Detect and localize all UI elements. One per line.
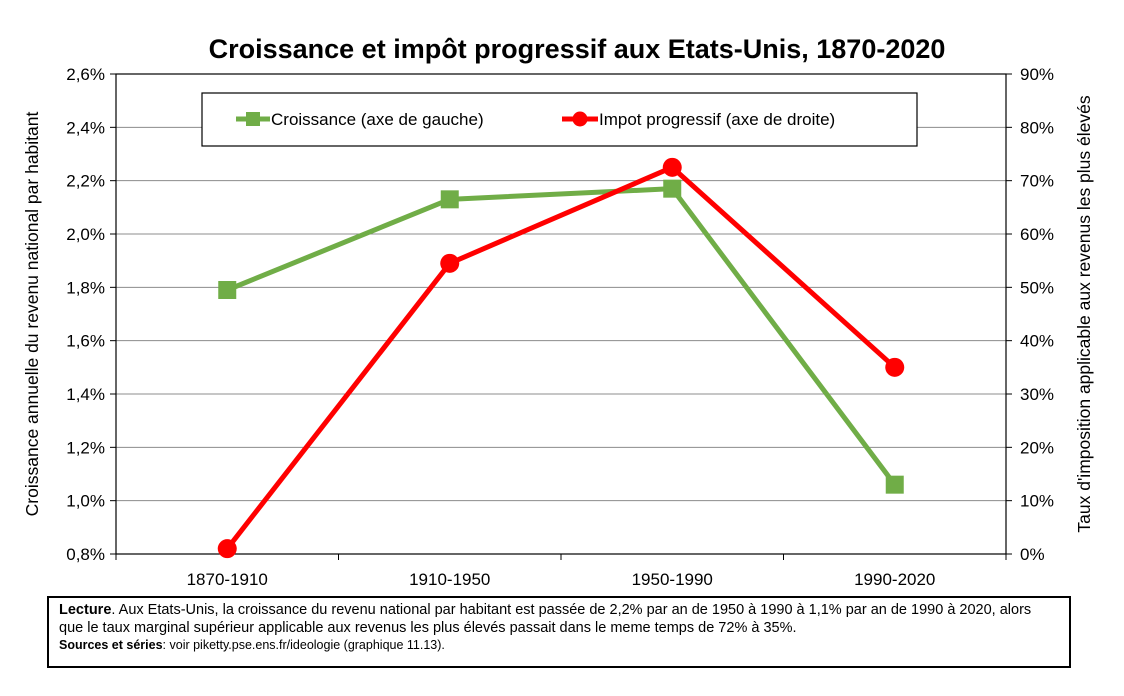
reading-note: Lecture. Aux Etats-Unis, la croissance d… <box>47 596 1071 668</box>
left-tick-label: 1,0% <box>66 492 105 511</box>
data-point-square <box>663 179 682 198</box>
x-tick-label: 1950-1990 <box>632 570 713 589</box>
x-axis: 1870-1910 1910-1950 1950-1990 1990-2020 <box>115 554 1007 589</box>
left-tick-label: 2,2% <box>66 172 105 191</box>
x-tick-label: 1910-1950 <box>409 570 490 589</box>
left-tick-label: 2,0% <box>66 225 105 244</box>
right-tick-label: 40% <box>1020 332 1054 351</box>
left-tick-label: 2,4% <box>66 118 105 137</box>
data-point-square <box>885 475 904 494</box>
left-tick-label: 1,6% <box>66 332 105 351</box>
left-tick-label: 0,8% <box>66 545 105 564</box>
left-tick-label: 1,2% <box>66 438 105 457</box>
right-axis: 0% 10% 20% 30% 40% 50% 60% 70% 80% 90% <box>1006 65 1054 564</box>
left-tick-label: 2,6% <box>66 65 105 84</box>
right-tick-label: 30% <box>1020 385 1054 404</box>
legend: Croissance (axe de gauche) Impot progres… <box>201 92 918 147</box>
x-tick-label: 1990-2020 <box>854 570 935 589</box>
right-tick-label: 0% <box>1020 545 1045 564</box>
right-tick-label: 80% <box>1020 118 1054 137</box>
legend-box <box>201 92 918 147</box>
right-tick-label: 60% <box>1020 225 1054 244</box>
legend-marker-impot <box>572 111 588 127</box>
legend-marker-croissance <box>246 112 260 126</box>
right-tick-label: 10% <box>1020 492 1054 511</box>
series-line-1 <box>225 164 897 551</box>
right-tick-label: 70% <box>1020 172 1054 191</box>
source-label: Sources et séries <box>59 638 163 652</box>
left-tick-label: 1,4% <box>66 385 105 404</box>
left-tick-label: 1,8% <box>66 278 105 297</box>
right-axis-label: Taux d'imposition applicable aux revenus… <box>1074 95 1094 532</box>
chart: Croissance et impôt progressif aux Etats… <box>22 34 1094 589</box>
reading-label: Lecture <box>59 602 112 618</box>
right-tick-label: 20% <box>1020 438 1054 457</box>
legend-label-impot: Impot progressif (axe de droite) <box>599 110 835 129</box>
right-tick-label: 90% <box>1020 65 1054 84</box>
data-point-square <box>440 190 459 209</box>
right-tick-label: 50% <box>1020 278 1054 297</box>
left-axis-label: Croissance annuelle du revenu national p… <box>22 112 42 517</box>
reading-note-text: Lecture. Aux Etats-Unis, la croissance d… <box>59 601 1059 637</box>
data-point-circle <box>662 157 682 177</box>
source-line: Sources et séries: voir piketty.pse.ens.… <box>59 637 1059 654</box>
legend-label-croissance: Croissance (axe de gauche) <box>271 110 484 129</box>
source-text: : voir piketty.pse.ens.fr/ideologie (gra… <box>162 638 445 652</box>
data-point-circle <box>885 357 905 377</box>
plot-area <box>116 74 1006 554</box>
reading-text: . Aux Etats-Unis, la croissance du reven… <box>59 602 1032 636</box>
data-point-circle <box>217 539 237 559</box>
x-tick-label: 1870-1910 <box>187 570 268 589</box>
data-point-square <box>218 281 237 299</box>
series-layer <box>217 157 905 559</box>
data-point-circle <box>440 253 460 273</box>
left-axis: 0,8% 1,0% 1,2% 1,4% 1,6% 1,8% 2,0% 2,2% 2,4% 2,6% <box>66 65 116 564</box>
series-line-0 <box>226 186 897 487</box>
chart-title: Croissance et impôt progressif aux Etats… <box>209 34 946 64</box>
